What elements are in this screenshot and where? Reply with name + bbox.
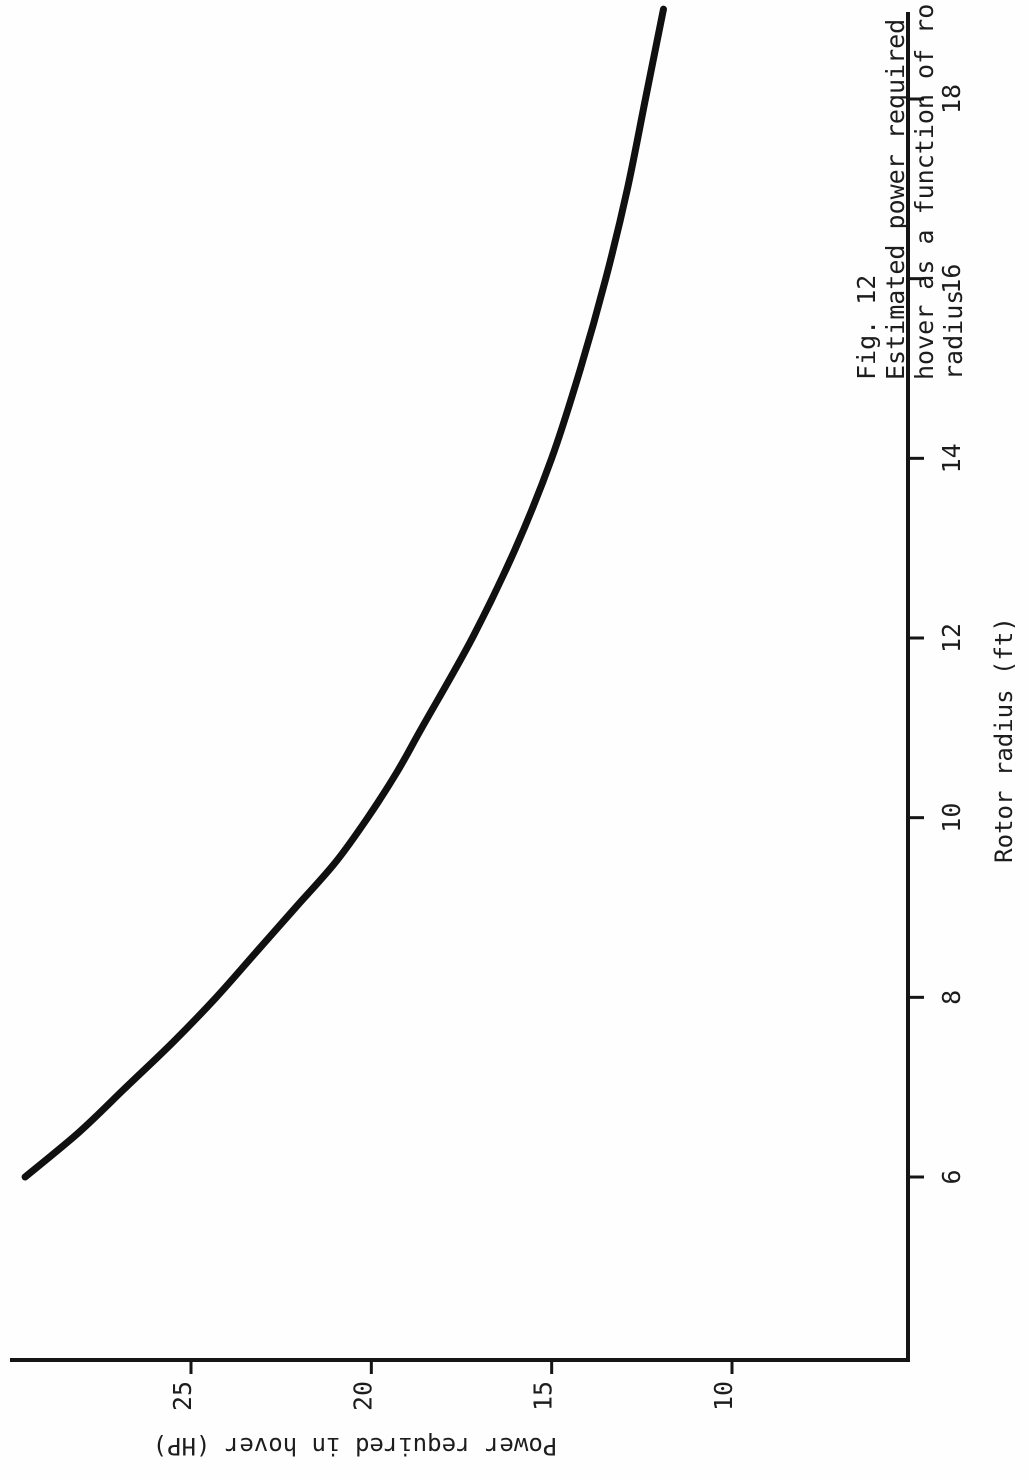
series-group: [21, 5, 667, 1181]
x-axis-ticks: 6 8 10 12 14 16 18: [908, 84, 966, 1185]
plot-frame: [10, 12, 910, 1362]
y-tick-label-25: 25: [168, 1381, 197, 1411]
power-curve-line-1: [21, 5, 667, 1181]
x-tick-label-6: 6: [937, 1169, 966, 1184]
caption-line-3: radius: [939, 290, 968, 380]
caption-line-1: Estimated power required: [881, 19, 910, 380]
figure-caption: Fig. 12 Estimated power required hover a…: [852, 4, 968, 380]
x-axis-label: Rotor radius (ft): [990, 617, 1018, 863]
x-tick-label-12: 12: [937, 623, 966, 653]
y-tick-label-10: 10: [709, 1381, 738, 1411]
y-tick-label-20: 20: [348, 1381, 377, 1411]
x-tick-label-16: 16: [937, 264, 966, 294]
x-tick-label-8: 8: [937, 990, 966, 1005]
y-axis-label: Power required in hover (HP): [153, 1432, 558, 1460]
x-tick-label-10: 10: [937, 803, 966, 833]
y-tick-label-15: 15: [529, 1381, 558, 1411]
x-tick-label-14: 14: [937, 443, 966, 473]
x-tick-label-18: 18: [937, 84, 966, 114]
y-axis-ticks: 10 15 20 25: [168, 1360, 738, 1411]
figure-label: Fig. 12: [852, 275, 881, 380]
caption-line-2: hover as a function of ro: [910, 4, 939, 380]
